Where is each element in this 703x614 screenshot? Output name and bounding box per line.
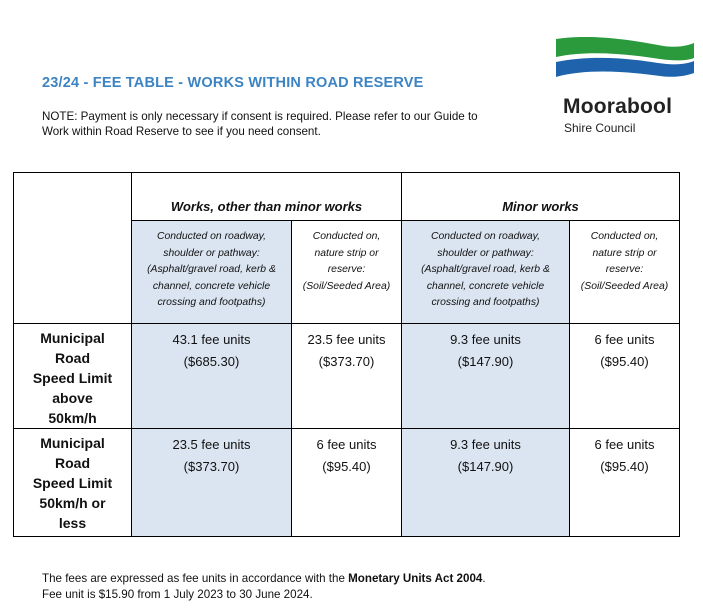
subheader-line: (Asphalt/gravel road, kerb & xyxy=(421,264,550,275)
footer-text: The fees are expressed as fee units in a… xyxy=(42,572,349,585)
fee-units: 9.3 fee units xyxy=(450,332,521,347)
subheader-line: Conducted on, xyxy=(590,231,659,242)
logo-subtitle: Shire Council xyxy=(564,121,636,135)
row-label-line: Road xyxy=(55,350,90,366)
fee-amount: ($95.40) xyxy=(600,354,649,369)
subheader-line: nature strip or xyxy=(592,247,657,259)
fee-table: Works, other than minor works Minor work… xyxy=(13,172,681,537)
page-title: 23/24 - FEE TABLE - WORKS WITHIN ROAD RE… xyxy=(42,75,424,91)
fee-units: 23.5 fee units xyxy=(307,332,386,347)
fee-amount: ($373.70) xyxy=(183,459,240,474)
subheader-line: reserve: xyxy=(327,264,366,275)
note-line-1: NOTE: Payment is only necessary if conse… xyxy=(42,110,478,123)
row-label-50-or-less: Municipal Road Speed Limit 50km/h or les… xyxy=(13,428,132,537)
subheader-line: Conducted on, xyxy=(312,231,381,242)
fee-units: 43.1 fee units xyxy=(172,332,251,347)
footer-note: The fees are expressed as fee units in a… xyxy=(42,571,486,603)
corner-cell xyxy=(13,172,132,324)
subheader-line: channel, concrete vehicle xyxy=(426,280,545,292)
row-label-line: less xyxy=(58,515,87,531)
subheader-line: shoulder or pathway: xyxy=(437,247,534,259)
fee-cell: 43.1 fee units ($685.30) xyxy=(131,323,292,429)
subheader-line: channel, concrete vehicle xyxy=(152,280,271,292)
subheader-line: (Soil/Seeded Area) xyxy=(302,280,391,292)
act-name: Monetary Units Act 2004 xyxy=(348,572,483,585)
fee-units: 6 fee units xyxy=(594,332,655,347)
fee-units: 6 fee units xyxy=(316,437,377,452)
row-label-line: Speed Limit xyxy=(32,475,113,491)
fee-unit-value: Fee unit is $15.90 from 1 July 2023 to 3… xyxy=(42,588,313,601)
fee-cell: 9.3 fee units ($147.90) xyxy=(401,323,570,429)
footer-text: . xyxy=(482,572,486,585)
group-header-row: Works, other than minor works Minor work… xyxy=(13,172,681,324)
row-label-line: Municipal xyxy=(40,435,105,451)
fee-amount: ($147.90) xyxy=(457,354,514,369)
subheader-line: crossing and footpaths) xyxy=(157,297,266,308)
row-label-line: 50km/h or xyxy=(39,495,106,511)
fee-cell: 6 fee units ($95.40) xyxy=(291,428,402,537)
table-row: Municipal Road Speed Limit 50km/h or les… xyxy=(13,428,681,537)
subheader-line: Conducted on roadway, xyxy=(157,231,266,242)
fee-amount: ($147.90) xyxy=(457,459,514,474)
group-header-other-works: Works, other than minor works xyxy=(131,172,402,221)
subheader-line: Conducted on roadway, xyxy=(431,231,540,242)
fee-amount: ($95.40) xyxy=(322,459,371,474)
moorabool-logo-icon xyxy=(556,37,694,77)
subheader-line: crossing and footpaths) xyxy=(431,297,540,308)
subheader-line: (Soil/Seeded Area) xyxy=(580,280,669,292)
fee-units: 9.3 fee units xyxy=(450,437,521,452)
subheader-row: Conducted on roadway, shoulder or pathwa… xyxy=(14,220,681,324)
fee-amount: ($685.30) xyxy=(183,354,240,369)
subheader-line: shoulder or pathway: xyxy=(163,247,260,259)
logo-name: Moorabool xyxy=(563,95,673,118)
fee-amount: ($95.40) xyxy=(600,459,649,474)
fee-cell: 6 fee units ($95.40) xyxy=(568,428,681,537)
subheader-roadway-minor: Conducted on roadway, shoulder or pathwa… xyxy=(401,220,570,324)
fee-cell: 9.3 fee units ($147.90) xyxy=(401,428,570,537)
subheader-line: reserve: xyxy=(605,264,644,275)
table-row: Municipal Road Speed Limit above 50km/h … xyxy=(13,323,681,429)
row-label-line: Municipal xyxy=(40,330,105,346)
consent-note: NOTE: Payment is only necessary if conse… xyxy=(42,109,532,139)
subheader-naturestrip-minor: Conducted on, nature strip or reserve: (… xyxy=(568,220,681,324)
fee-cell: 6 fee units ($95.40) xyxy=(568,323,681,429)
row-label-line: Road xyxy=(55,455,90,471)
fee-cell: 23.5 fee units ($373.70) xyxy=(131,428,292,537)
row-label-line: Speed Limit xyxy=(32,370,113,386)
row-label-above-50: Municipal Road Speed Limit above 50km/h xyxy=(13,323,132,429)
row-label-line: above xyxy=(52,390,93,406)
note-line-2: Work within Road Reserve to see if you n… xyxy=(42,125,321,138)
subheader-line: nature strip or xyxy=(314,247,379,259)
fee-cell: 23.5 fee units ($373.70) xyxy=(291,323,402,429)
subheader-naturestrip-other: Conducted on, nature strip or reserve: (… xyxy=(291,220,402,324)
fee-units: 6 fee units xyxy=(594,437,655,452)
group-header-minor-works: Minor works xyxy=(400,172,681,221)
row-label-line: 50km/h xyxy=(48,410,97,426)
fee-amount: ($373.70) xyxy=(318,354,375,369)
fee-units: 23.5 fee units xyxy=(172,437,251,452)
subheader-line: (Asphalt/gravel road, kerb & xyxy=(147,264,276,275)
subheader-roadway-other: Conducted on roadway, shoulder or pathwa… xyxy=(131,220,292,324)
